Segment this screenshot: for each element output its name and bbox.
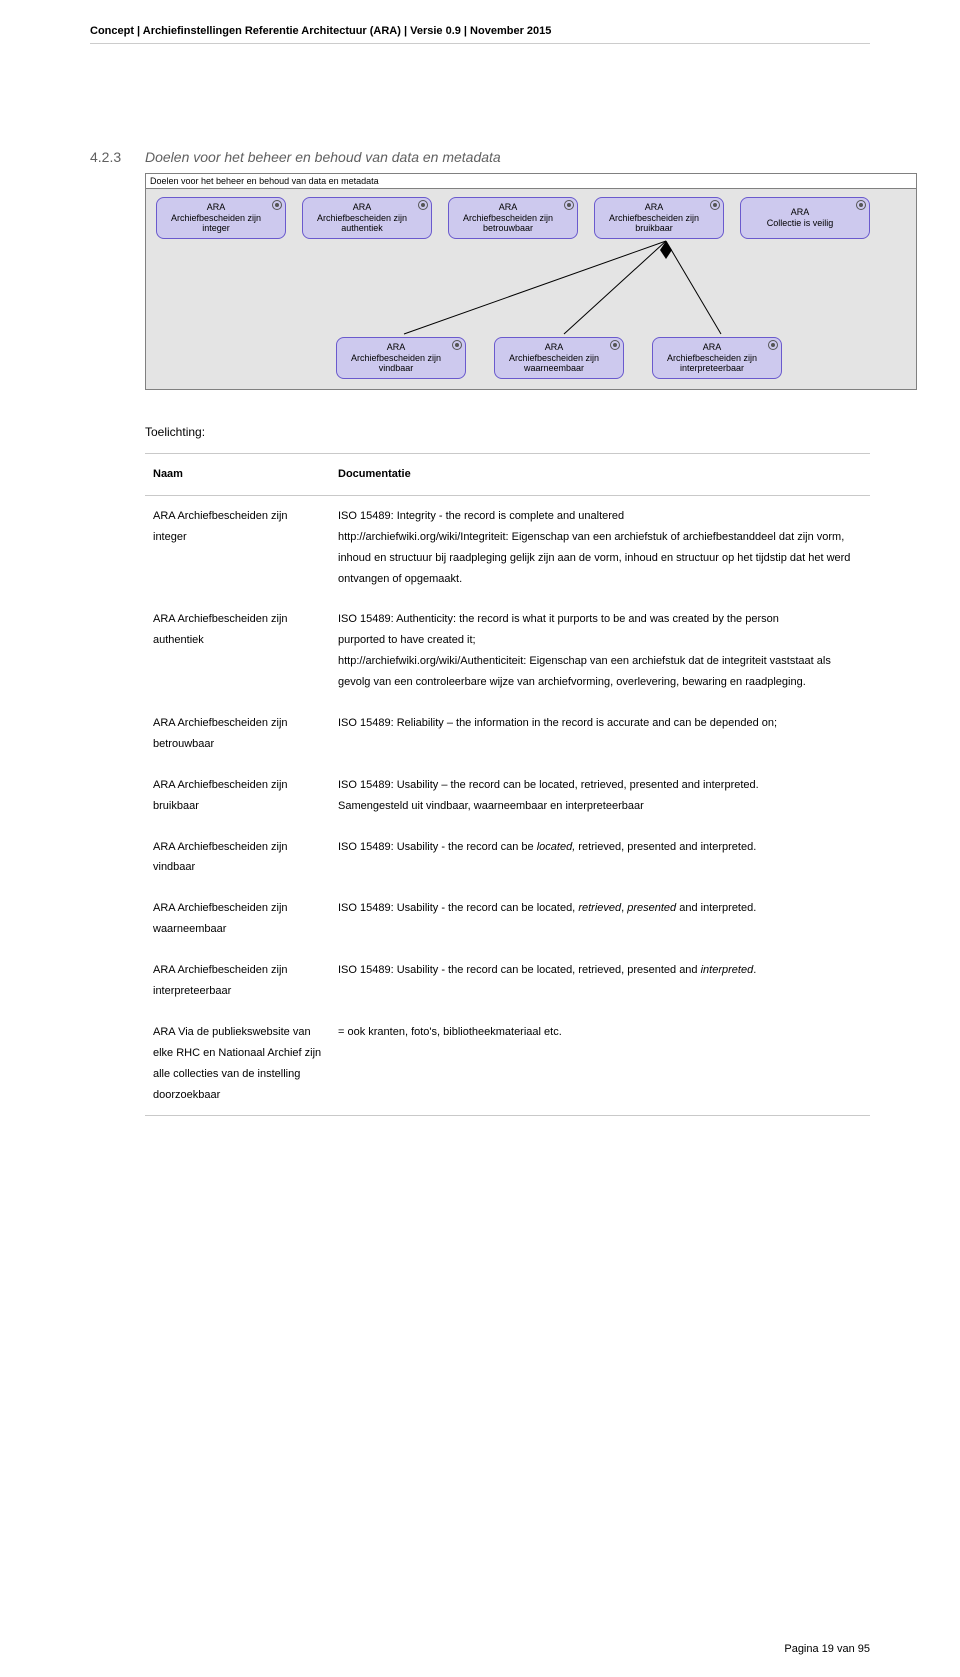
diagram-bottom-row: ARAArchiefbescheiden zijn vindbaar ARAArc…	[336, 337, 782, 379]
diagram-node: ARAArchiefbescheiden zijn authentiek	[302, 197, 432, 239]
diagram-node: ARACollectie is veilig	[740, 197, 870, 239]
diagram-container: Doelen voor het beheer en behoud van dat…	[145, 173, 917, 390]
section-number: 4.2.3	[90, 149, 145, 165]
diagram-node: ARAArchiefbescheiden zijn bruikbaar	[594, 197, 724, 239]
diagram-node: ARAArchiefbescheiden zijn interpreteerba…	[652, 337, 782, 379]
section-heading: 4.2.3 Doelen voor het beheer en behoud v…	[90, 149, 870, 165]
page-header: Concept | Archiefinstellingen Referentie…	[90, 25, 870, 37]
table-header-doc: Documentatie	[330, 454, 870, 496]
table-cell-doc: = ook kranten, foto's, bibliotheekmateri…	[330, 1012, 870, 1116]
table-cell-doc: ISO 15489: Reliability – the information…	[330, 703, 870, 765]
section-title: Doelen voor het beheer en behoud van dat…	[145, 149, 501, 165]
diagram-node: ARAArchiefbescheiden zijn integer	[156, 197, 286, 239]
table-cell-naam: ARA Archiefbescheiden zijn bruikbaar	[145, 765, 330, 827]
table-cell-naam: ARA Archiefbescheiden zijn waarneembaar	[145, 888, 330, 950]
table-cell-doc: ISO 15489: Integrity - the record is com…	[330, 496, 870, 600]
table-cell-naam: ARA Archiefbescheiden zijn vindbaar	[145, 827, 330, 889]
target-icon	[272, 200, 282, 210]
target-icon	[418, 200, 428, 210]
diagram-node: ARAArchiefbescheiden zijn betrouwbaar	[448, 197, 578, 239]
target-icon	[856, 200, 866, 210]
table-cell-naam: ARA Archiefbescheiden zijn integer	[145, 496, 330, 600]
table-cell-naam: ARA Archiefbescheiden zijn authentiek	[145, 599, 330, 703]
target-icon	[452, 340, 462, 350]
target-icon	[768, 340, 778, 350]
table-cell-naam: ARA Archiefbescheiden zijn betrouwbaar	[145, 703, 330, 765]
definitions-table: Naam Documentatie ARA Archiefbescheiden …	[145, 453, 870, 1116]
diagram-node: ARAArchiefbescheiden zijn waarneembaar	[494, 337, 624, 379]
target-icon	[564, 200, 574, 210]
table-cell-doc: ISO 15489: Usability – the record can be…	[330, 765, 870, 827]
table-cell-naam: ARA Via de publiekswebsite van elke RHC …	[145, 1012, 330, 1116]
target-icon	[610, 340, 620, 350]
document-page: Concept | Archiefinstellingen Referentie…	[0, 0, 960, 1677]
diagram-top-row: ARAArchiefbescheiden zijn integer ARAArch…	[146, 189, 916, 239]
table-cell-doc: ISO 15489: Usability - the record can be…	[330, 888, 870, 950]
explanation-heading: Toelichting:	[145, 425, 870, 439]
table-cell-doc: ISO 15489: Usability - the record can be…	[330, 827, 870, 889]
table-cell-naam: ARA Archiefbescheiden zijn interpreteerb…	[145, 950, 330, 1012]
target-icon	[710, 200, 720, 210]
header-divider	[90, 43, 870, 44]
table-cell-doc: ISO 15489: Usability - the record can be…	[330, 950, 870, 1012]
diagram-title: Doelen voor het beheer en behoud van dat…	[146, 174, 916, 189]
diagram-body: ARAArchiefbescheiden zijn integer ARAArch…	[146, 189, 916, 389]
page-footer: Pagina 19 van 95	[784, 1643, 870, 1655]
diagram-node: ARAArchiefbescheiden zijn vindbaar	[336, 337, 466, 379]
table-cell-doc: ISO 15489: Authenticity: the record is w…	[330, 599, 870, 703]
table-header-naam: Naam	[145, 454, 330, 496]
